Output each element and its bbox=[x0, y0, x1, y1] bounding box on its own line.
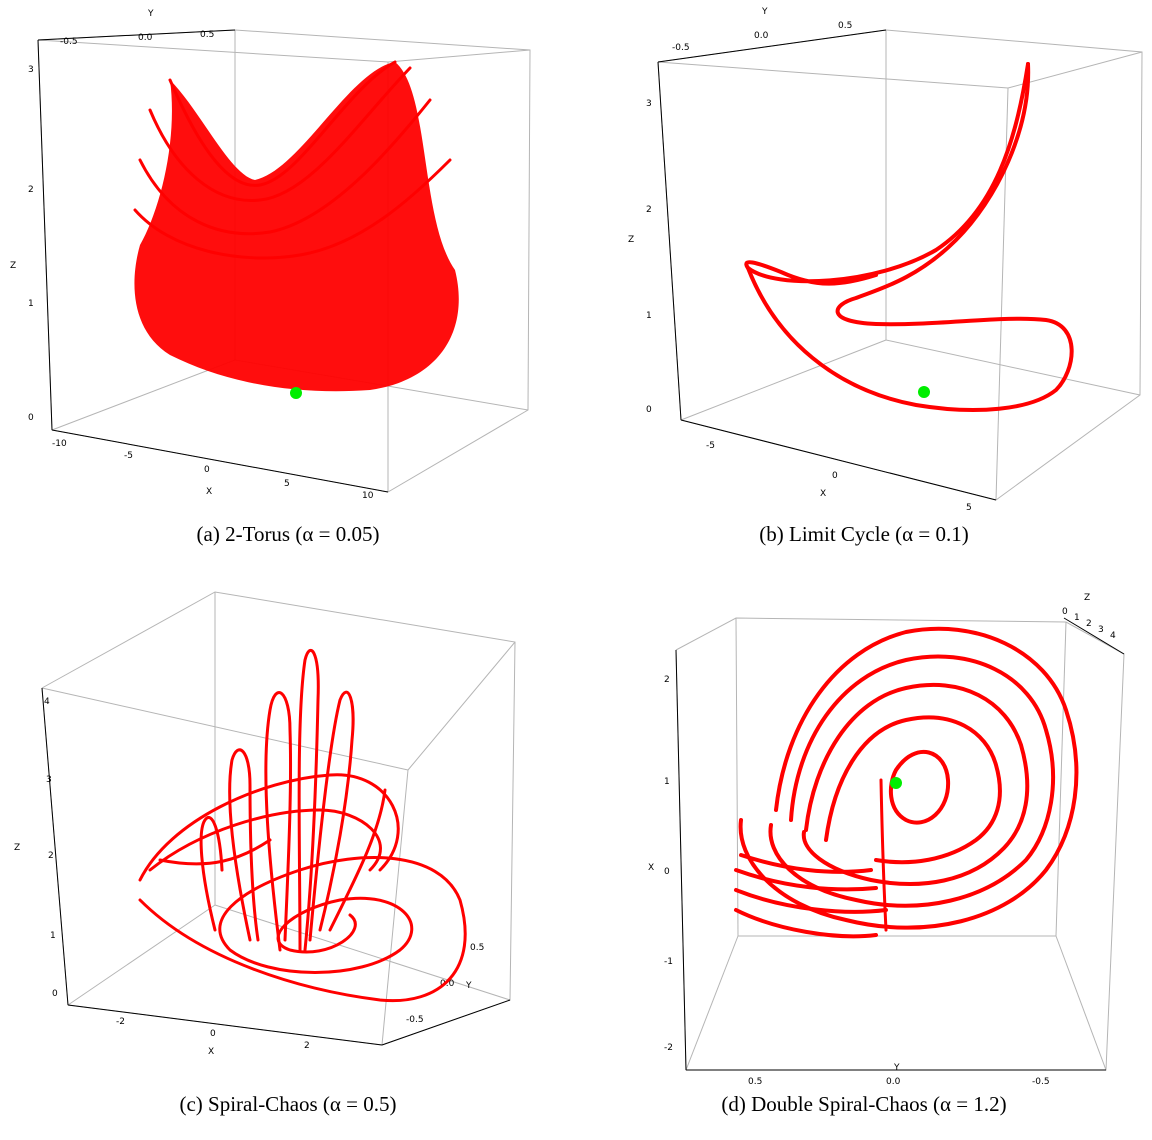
start-point-d bbox=[890, 777, 902, 789]
x-axis-d bbox=[675, 649, 687, 1071]
x-tick-label: 2 bbox=[304, 1041, 310, 1051]
z-tick-label: 0 bbox=[28, 413, 34, 423]
x-tick-label: -5 bbox=[706, 441, 715, 451]
y-tick-label: 0.5 bbox=[838, 21, 852, 31]
caption-b: (b) Limit Cycle (α = 0.1) bbox=[759, 522, 969, 546]
z-axis-label: Z bbox=[10, 261, 16, 271]
y-axis-label: Y bbox=[761, 7, 768, 17]
start-point-b bbox=[918, 386, 930, 398]
z-tick-label: 2 bbox=[646, 205, 652, 215]
x-tick-label: 1 bbox=[664, 777, 670, 787]
y-tick-label: 0.0 bbox=[886, 1077, 901, 1087]
y-axis-a bbox=[37, 29, 236, 41]
plot-b: 0 1 2 3 Z -5 0 5 X -0.5 0.0 0.5 Y bbox=[628, 7, 1143, 513]
start-point-a bbox=[290, 387, 302, 399]
x-axis-label: X bbox=[208, 1047, 214, 1057]
x-tick-label: 5 bbox=[284, 479, 290, 489]
y-tick-label: 0.0 bbox=[440, 979, 455, 989]
z-tick-label: 4 bbox=[44, 697, 50, 707]
y-axis-label: Y bbox=[893, 1063, 900, 1073]
z-tick-label: 2 bbox=[28, 185, 34, 195]
y-tick-label: -0.5 bbox=[60, 37, 78, 47]
z-axis-label: Z bbox=[1084, 593, 1090, 603]
z-axis-d bbox=[1063, 617, 1125, 655]
panel-d: -2 -1 0 1 2 X 0.5 0.0 -0.5 Y 0 1 2 3 4 Z… bbox=[576, 570, 1152, 1140]
z-tick-label: 1 bbox=[50, 931, 56, 941]
z-tick-label: 1 bbox=[28, 299, 34, 309]
trajectory-d bbox=[734, 626, 1079, 939]
z-tick-label: 4 bbox=[1110, 631, 1116, 641]
z-tick-label: 1 bbox=[646, 311, 652, 321]
z-tick-label: 0 bbox=[1062, 607, 1068, 617]
y-tick-label: -0.5 bbox=[406, 1015, 424, 1025]
y-axis-b bbox=[657, 29, 887, 63]
x-axis-label: X bbox=[820, 489, 826, 499]
z-tick-label: 3 bbox=[1098, 625, 1104, 635]
caption-c: (c) Spiral-Chaos (α = 0.5) bbox=[179, 1092, 397, 1116]
z-tick-label: 3 bbox=[28, 65, 34, 75]
y-axis-c bbox=[381, 999, 511, 1046]
x-axis-c bbox=[67, 1004, 383, 1046]
caption-a: (a) 2-Torus (α = 0.05) bbox=[196, 522, 380, 546]
y-axis-label: Y bbox=[147, 9, 154, 19]
x-tick-label: 0 bbox=[210, 1029, 216, 1039]
x-tick-label: 0 bbox=[832, 471, 838, 481]
panel-c: 0 1 2 3 4 Z -2 0 2 X 0.5 0.0 -0.5 Y (c) … bbox=[0, 570, 576, 1140]
z-axis-b bbox=[657, 61, 682, 421]
trajectory-c bbox=[138, 648, 467, 1003]
x-tick-label: -2 bbox=[116, 1017, 125, 1027]
y-tick-label: -0.5 bbox=[672, 43, 690, 53]
y-axis-label: Y bbox=[465, 981, 472, 991]
x-tick-label: -1 bbox=[664, 957, 673, 967]
plot-d: -2 -1 0 1 2 X 0.5 0.0 -0.5 Y 0 1 2 3 4 Z bbox=[648, 593, 1125, 1087]
z-tick-label: 0 bbox=[646, 405, 652, 415]
z-tick-label: 1 bbox=[1074, 613, 1080, 623]
x-tick-label: 2 bbox=[664, 675, 670, 685]
y-tick-label: 0.0 bbox=[754, 31, 769, 41]
x-axis-label: X bbox=[206, 487, 212, 497]
x-tick-label: 5 bbox=[966, 503, 972, 513]
caption-d: (d) Double Spiral-Chaos (α = 1.2) bbox=[721, 1092, 1007, 1116]
x-axis-label: X bbox=[648, 863, 654, 873]
panel-a: 0 1 2 3 Z -10 -5 0 5 10 X -0.5 0.0 0.5 Y… bbox=[0, 0, 576, 570]
y-tick-label: 0.5 bbox=[200, 30, 214, 40]
plot-c: 0 1 2 3 4 Z -2 0 2 X 0.5 0.0 -0.5 Y bbox=[14, 591, 516, 1057]
x-tick-label: -10 bbox=[52, 439, 67, 449]
x-axis-a bbox=[51, 429, 389, 493]
z-tick-label: 3 bbox=[46, 775, 52, 785]
z-axis-label: Z bbox=[628, 235, 634, 245]
panel-b: 0 1 2 3 Z -5 0 5 X -0.5 0.0 0.5 Y (b) Li… bbox=[576, 0, 1152, 570]
z-axis-a bbox=[37, 39, 53, 431]
y-tick-label: -0.5 bbox=[1032, 1077, 1050, 1087]
x-tick-label: -5 bbox=[124, 451, 133, 461]
plot-a: 0 1 2 3 Z -10 -5 0 5 10 X -0.5 0.0 0.5 Y bbox=[10, 9, 531, 501]
y-tick-label: 0.0 bbox=[138, 33, 153, 43]
z-tick-label: 2 bbox=[48, 851, 54, 861]
x-tick-label: 0 bbox=[664, 867, 670, 877]
z-tick-label: 3 bbox=[646, 99, 652, 109]
z-axis-c bbox=[41, 687, 69, 1006]
z-axis-label: Z bbox=[14, 843, 20, 853]
trajectory-a bbox=[133, 60, 459, 392]
x-axis-b bbox=[680, 419, 997, 501]
z-tick-label: 2 bbox=[1086, 619, 1092, 629]
y-tick-label: 0.5 bbox=[470, 943, 484, 953]
x-tick-label: 0 bbox=[204, 465, 210, 475]
x-tick-label: 10 bbox=[362, 491, 374, 501]
trajectory-b bbox=[744, 62, 1074, 412]
z-tick-label: 0 bbox=[52, 989, 58, 999]
y-tick-label: 0.5 bbox=[748, 1077, 762, 1087]
x-tick-label: -2 bbox=[664, 1043, 673, 1053]
